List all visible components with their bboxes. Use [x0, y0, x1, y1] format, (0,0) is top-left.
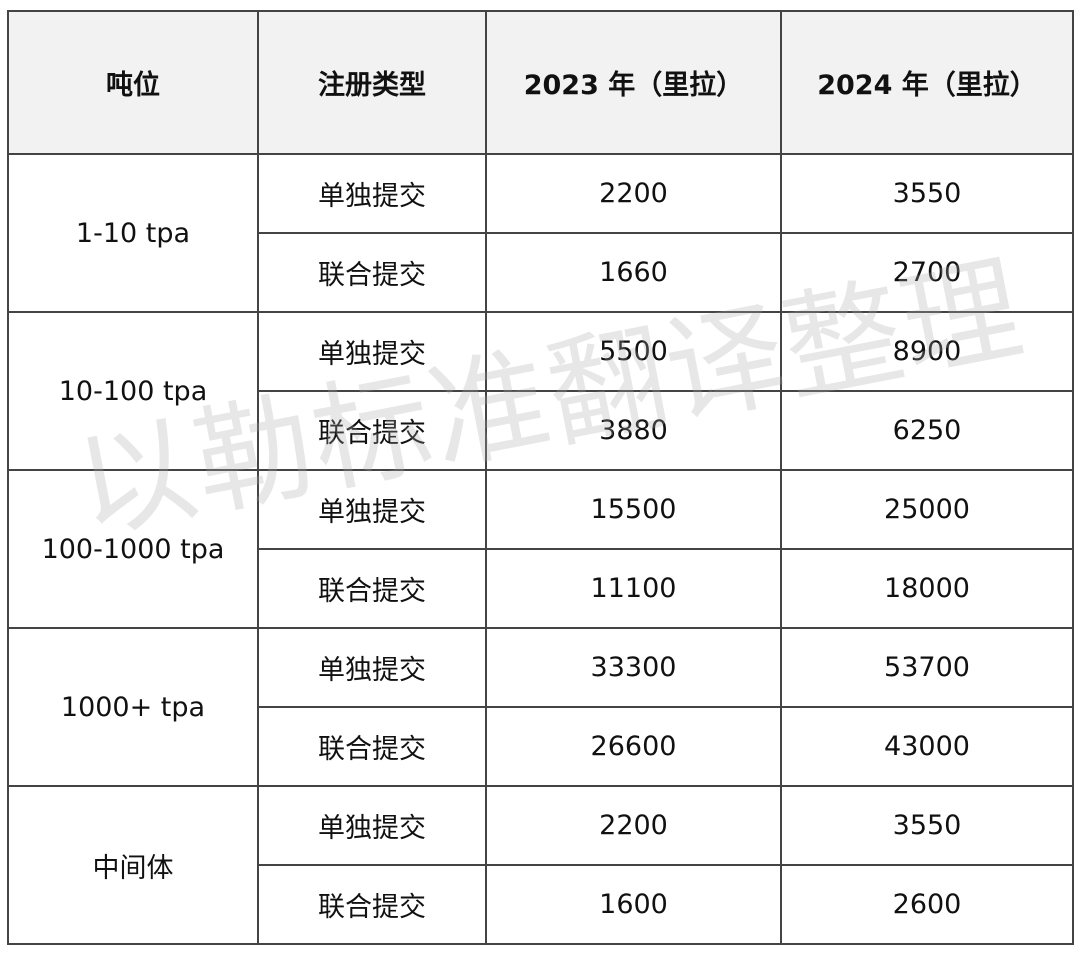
tonnage-cell: 中间体: [7, 785, 259, 945]
fee-2024-cell: 18000: [780, 548, 1074, 629]
registration-type-cell: 联合提交: [257, 232, 487, 313]
header-registration-type: 注册类型: [257, 10, 487, 155]
fee-2023-cell: 33300: [485, 627, 782, 708]
table-row: 1-10 tpa 单独提交 2200 3550: [7, 153, 1074, 313]
tonnage-cell: 100-1000 tpa: [7, 469, 259, 629]
fee-2023-cell: 3880: [485, 390, 782, 471]
header-2024: 2024 年（里拉）: [780, 10, 1074, 155]
table-row: 1000+ tpa 单独提交 33300 53700: [7, 627, 1074, 787]
table-row: 中间体 单独提交 2200 3550: [7, 785, 1074, 945]
fee-2023-cell: 26600: [485, 706, 782, 787]
registration-type-cell: 联合提交: [257, 390, 487, 471]
fee-2024-cell: 6250: [780, 390, 1074, 471]
table-row: 10-100 tpa 单独提交 5500 8900: [7, 311, 1074, 471]
registration-type-cell: 单独提交: [257, 627, 487, 708]
fee-2023-cell: 5500: [485, 311, 782, 392]
registration-type-cell: 单独提交: [257, 469, 487, 550]
fee-2023-cell: 15500: [485, 469, 782, 550]
tonnage-cell: 10-100 tpa: [7, 311, 259, 471]
registration-type-cell: 单独提交: [257, 153, 487, 234]
fee-2024-cell: 3550: [780, 785, 1074, 866]
registration-type-cell: 联合提交: [257, 864, 487, 945]
fee-2024-cell: 3550: [780, 153, 1074, 234]
registration-type-cell: 单独提交: [257, 311, 487, 392]
registration-type-cell: 单独提交: [257, 785, 487, 866]
fee-2024-cell: 53700: [780, 627, 1074, 708]
fee-2023-cell: 2200: [485, 785, 782, 866]
registration-type-cell: 联合提交: [257, 548, 487, 629]
registration-type-cell: 联合提交: [257, 706, 487, 787]
fee-2024-cell: 25000: [780, 469, 1074, 550]
table-row: 联合提交 1600 2600: [8, 864, 1074, 945]
fee-2023-cell: 1600: [485, 864, 782, 945]
fee-2024-cell: 2600: [780, 864, 1074, 945]
table-row: 联合提交 1660 2700: [8, 232, 1074, 313]
header-tonnage: 吨位: [7, 10, 259, 155]
table-row: 100-1000 tpa 单独提交 15500 25000: [7, 469, 1074, 629]
tonnage-cell: 1000+ tpa: [7, 627, 259, 787]
fee-2024-cell: 8900: [780, 311, 1074, 392]
fee-2024-cell: 43000: [780, 706, 1074, 787]
fee-2023-cell: 2200: [485, 153, 782, 234]
fee-2023-cell: 1660: [485, 232, 782, 313]
header-2023: 2023 年（里拉）: [485, 10, 782, 155]
table-row: 联合提交 26600 43000: [8, 706, 1074, 787]
fee-2024-cell: 2700: [780, 232, 1074, 313]
fee-2023-cell: 11100: [485, 548, 782, 629]
header-row: 吨位 注册类型 2023 年（里拉） 2024 年（里拉）: [7, 10, 1074, 155]
fee-table: 吨位 注册类型 2023 年（里拉） 2024 年（里拉） 1-10 tpa 单独…: [7, 10, 1074, 945]
table-row: 联合提交 3880 6250: [8, 390, 1074, 471]
table-row: 联合提交 11100 18000: [8, 548, 1074, 629]
tonnage-cell: 1-10 tpa: [7, 153, 259, 313]
